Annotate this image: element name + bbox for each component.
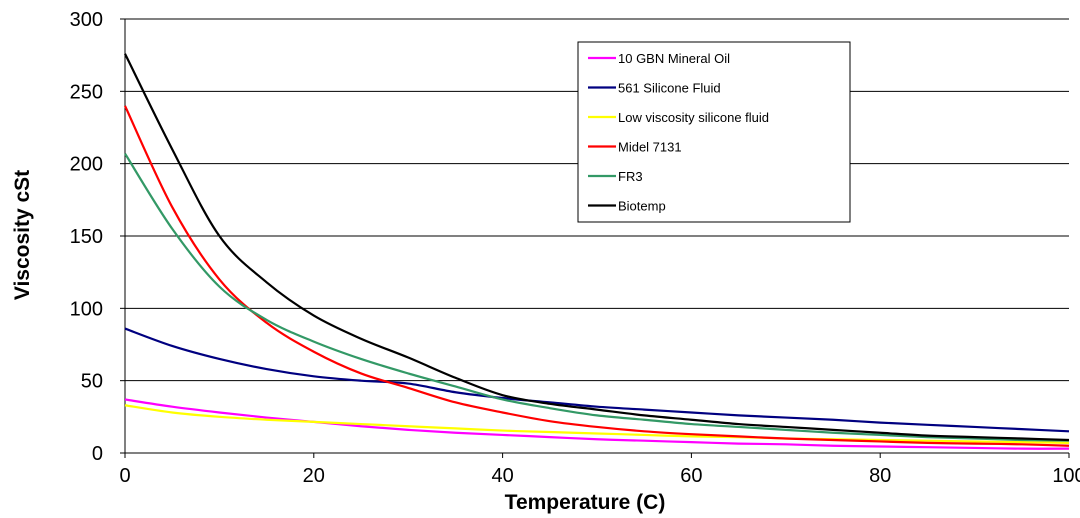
y-tick-label-100: 100 xyxy=(70,298,103,320)
series-lines xyxy=(124,53,1070,450)
y-tick-label-50: 50 xyxy=(81,371,103,393)
x-tick-label-20: 20 xyxy=(303,465,325,487)
tick-labels: 0 50 100 150 200 250 300 0 20 40 60 80 100 xyxy=(70,9,1080,487)
x-tick-label-80: 80 xyxy=(869,465,891,487)
legend-label-2: 561 Silicone Fluid xyxy=(618,81,721,96)
series-line-6 xyxy=(124,53,1070,442)
y-tick-label-300: 300 xyxy=(70,9,103,31)
axes xyxy=(120,18,1070,458)
y-tick-label-0: 0 xyxy=(92,443,103,465)
series-line-3 xyxy=(124,404,1070,444)
series-line-1 xyxy=(124,398,1070,450)
legend-label-5: FR3 xyxy=(618,169,643,184)
series-line-5 xyxy=(124,152,1070,442)
legend-box xyxy=(577,41,851,223)
x-tick-label-40: 40 xyxy=(491,465,513,487)
legend: 10 GBN Mineral Oil 561 Silicone Fluid Low … xyxy=(577,41,851,223)
legend-label-3: Low viscosity silicone fluid xyxy=(618,110,769,125)
x-tick-label-100: 100 xyxy=(1052,465,1080,487)
x-tick-label-60: 60 xyxy=(680,465,702,487)
series-line-2 xyxy=(124,327,1070,433)
x-tick-label-0: 0 xyxy=(119,465,130,487)
series-line-4 xyxy=(124,105,1070,447)
y-tick-label-200: 200 xyxy=(70,154,103,176)
x-axis-title: Temperature (C) xyxy=(505,491,666,514)
y-axis-title: Viscosity cSt xyxy=(11,170,34,300)
y-tick-label-250: 250 xyxy=(70,81,103,103)
y-tick-label-150: 150 xyxy=(70,226,103,248)
legend-label-6: Biotemp xyxy=(618,199,666,214)
legend-label-4: Midel 7131 xyxy=(618,140,682,155)
legend-label-1: 10 GBN Mineral Oil xyxy=(618,51,730,66)
